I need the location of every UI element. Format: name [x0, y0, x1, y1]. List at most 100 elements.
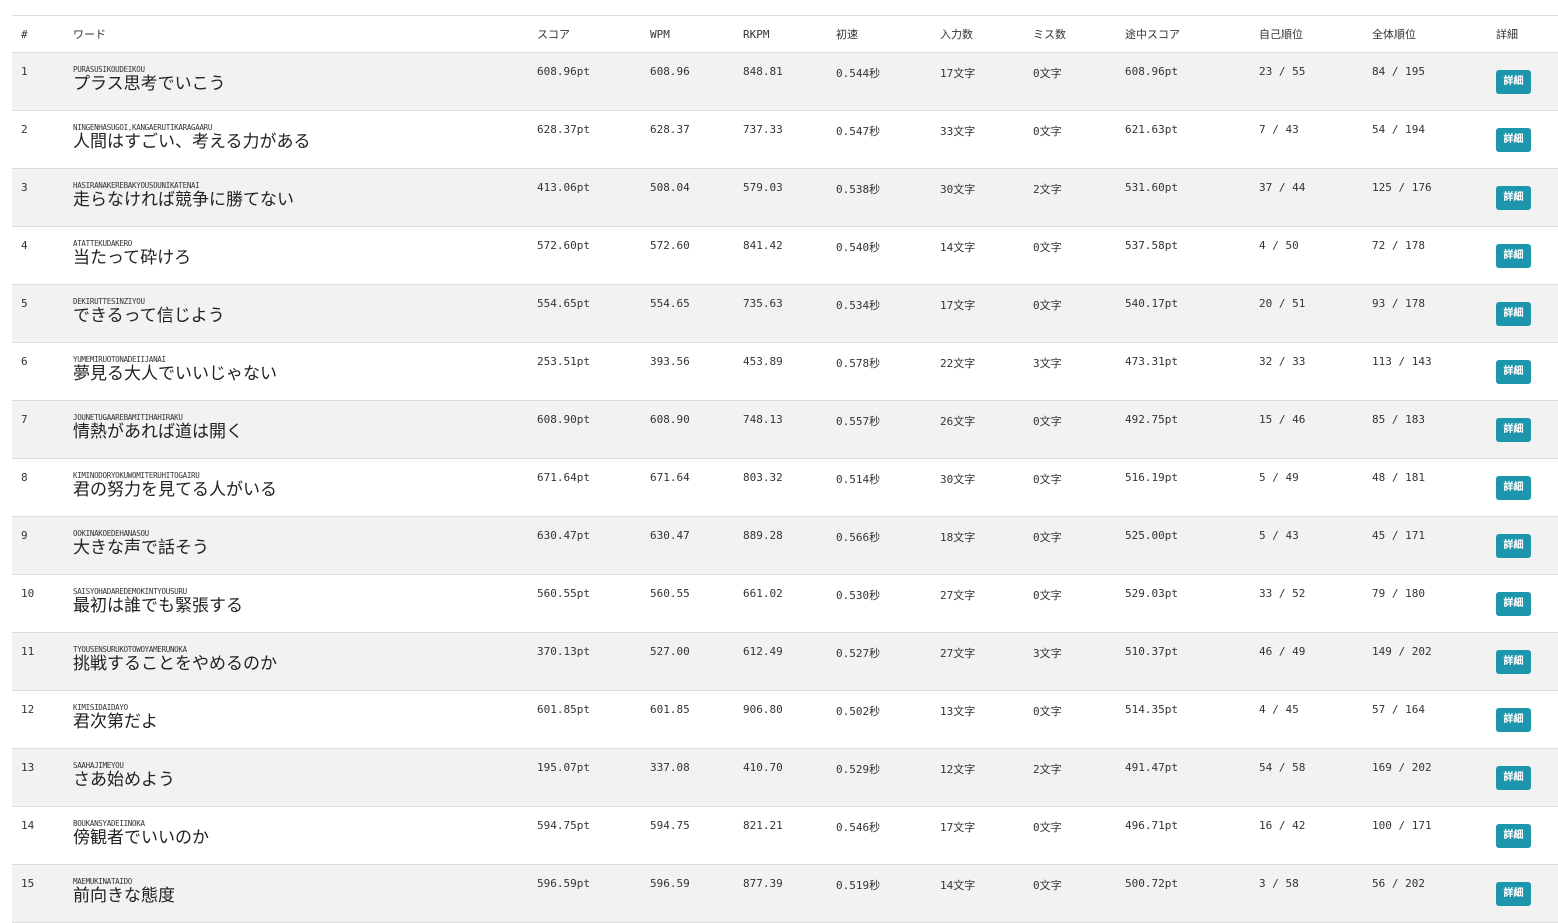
score-cell: 554.65pt	[528, 284, 641, 343]
miss-count-cell: 0文字	[1024, 864, 1116, 923]
detail-cell: 詳細	[1487, 806, 1558, 865]
table-row: 5 DEKIRUTTESINZIYOU できるって信じよう 554.65pt 554.6…	[12, 284, 1558, 343]
input-count-cell: 17文字	[931, 284, 1024, 343]
miss-count-cell: 0文字	[1024, 458, 1116, 517]
self-rank-cell: 16 / 42	[1250, 806, 1363, 865]
table-row: 11 TYOUSENSURUKOTOWOYAMERUNOKA 挑戦することをやめるの…	[12, 632, 1558, 691]
detail-button[interactable]: 詳細	[1496, 533, 1531, 558]
word-text: 人間はすごい、考える力がある	[73, 132, 311, 152]
detail-button[interactable]: 詳細	[1496, 185, 1531, 210]
row-number: 3	[12, 168, 64, 227]
word-text: 大きな声で話そう	[73, 538, 209, 558]
wpm-cell: 508.04	[641, 168, 734, 227]
detail-cell: 詳細	[1487, 342, 1558, 401]
row-number: 7	[12, 400, 64, 459]
rkpm-cell: 848.81	[734, 52, 827, 111]
overall-rank-cell: 56 / 202	[1363, 864, 1487, 923]
score-cell: 195.07pt	[528, 748, 641, 807]
results-table: # ワード スコア WPM RKPM 初速 入力数 ミス数 途中スコア 自己順位…	[12, 16, 1558, 923]
score-cell: 413.06pt	[528, 168, 641, 227]
col-header-wpm: WPM	[641, 16, 734, 53]
col-header-rkpm: RKPM	[734, 16, 827, 53]
mid-score-cell: 516.19pt	[1116, 458, 1250, 517]
input-count-cell: 27文字	[931, 574, 1024, 633]
detail-cell: 詳細	[1487, 226, 1558, 285]
mid-score-cell: 514.35pt	[1116, 690, 1250, 749]
word-romaji: OOKINAKOEDEHANASOU	[73, 529, 149, 538]
initial-speed-cell: 0.540秒	[827, 226, 931, 285]
wpm-cell: 337.08	[641, 748, 734, 807]
score-cell: 596.59pt	[528, 864, 641, 923]
self-rank-cell: 20 / 51	[1250, 284, 1363, 343]
detail-button[interactable]: 詳細	[1496, 823, 1531, 848]
initial-speed-cell: 0.546秒	[827, 806, 931, 865]
word-text: できるって信じよう	[73, 306, 225, 326]
detail-cell: 詳細	[1487, 574, 1558, 633]
word-cell: PURASUSIKOUDEIKOU プラス思考でいこう	[64, 52, 528, 111]
detail-button[interactable]: 詳細	[1496, 649, 1531, 674]
detail-button[interactable]: 詳細	[1496, 127, 1531, 152]
word-romaji: BOUKANSYADEIINOKA	[73, 819, 145, 828]
row-number: 14	[12, 806, 64, 865]
detail-button[interactable]: 詳細	[1496, 475, 1531, 500]
col-header-word: ワード	[64, 16, 528, 53]
detail-cell: 詳細	[1487, 400, 1558, 459]
detail-button[interactable]: 詳細	[1496, 765, 1531, 790]
detail-button[interactable]: 詳細	[1496, 301, 1531, 326]
word-cell: TYOUSENSURUKOTOWOYAMERUNOKA 挑戦することをやめるのか	[64, 632, 528, 691]
word-cell: HASIRANAKEREBAKYOUSOUNIKATENAI 走らなければ競争に勝…	[64, 168, 528, 227]
mid-score-cell: 529.03pt	[1116, 574, 1250, 633]
word-romaji: KIMISIDAIDAYO	[73, 703, 128, 712]
miss-count-cell: 0文字	[1024, 690, 1116, 749]
detail-button[interactable]: 詳細	[1496, 359, 1531, 384]
word-romaji: HASIRANAKEREBAKYOUSOUNIKATENAI	[73, 181, 200, 190]
wpm-cell: 628.37	[641, 110, 734, 169]
input-count-cell: 27文字	[931, 632, 1024, 691]
self-rank-cell: 46 / 49	[1250, 632, 1363, 691]
detail-button[interactable]: 詳細	[1496, 243, 1531, 268]
row-number: 6	[12, 342, 64, 401]
initial-speed-cell: 0.519秒	[827, 864, 931, 923]
word-cell: NINGENHASUGOI,KANGAERUTIKARAGAARU 人間はすごい、…	[64, 110, 528, 169]
word-text: 夢見る大人でいいじゃない	[73, 364, 277, 384]
word-cell: SAISYOHADAREDEMOKINTYOUSURU 最初は誰でも緊張する	[64, 574, 528, 633]
self-rank-cell: 37 / 44	[1250, 168, 1363, 227]
word-text: 情熱があれば道は開く	[73, 422, 243, 442]
input-count-cell: 17文字	[931, 52, 1024, 111]
word-romaji: PURASUSIKOUDEIKOU	[73, 65, 145, 74]
overall-rank-cell: 48 / 181	[1363, 458, 1487, 517]
detail-button[interactable]: 詳細	[1496, 707, 1531, 732]
self-rank-cell: 32 / 33	[1250, 342, 1363, 401]
score-cell: 370.13pt	[528, 632, 641, 691]
detail-button[interactable]: 詳細	[1496, 591, 1531, 616]
word-text: プラス思考でいこう	[73, 74, 226, 94]
score-cell: 560.55pt	[528, 574, 641, 633]
rkpm-cell: 877.39	[734, 864, 827, 923]
row-number: 8	[12, 458, 64, 517]
detail-cell: 詳細	[1487, 284, 1558, 343]
initial-speed-cell: 0.566秒	[827, 516, 931, 575]
self-rank-cell: 4 / 50	[1250, 226, 1363, 285]
input-count-cell: 33文字	[931, 110, 1024, 169]
detail-cell: 詳細	[1487, 748, 1558, 807]
input-count-cell: 14文字	[931, 226, 1024, 285]
detail-button[interactable]: 詳細	[1496, 417, 1531, 442]
col-header-miss-count: ミス数	[1024, 16, 1116, 53]
wpm-cell: 554.65	[641, 284, 734, 343]
rkpm-cell: 612.49	[734, 632, 827, 691]
row-number: 1	[12, 52, 64, 111]
input-count-cell: 22文字	[931, 342, 1024, 401]
detail-cell: 詳細	[1487, 632, 1558, 691]
score-cell: 608.90pt	[528, 400, 641, 459]
row-number: 9	[12, 516, 64, 575]
detail-cell: 詳細	[1487, 864, 1558, 923]
detail-button[interactable]: 詳細	[1496, 881, 1531, 906]
overall-rank-cell: 85 / 183	[1363, 400, 1487, 459]
self-rank-cell: 5 / 49	[1250, 458, 1363, 517]
overall-rank-cell: 100 / 171	[1363, 806, 1487, 865]
initial-speed-cell: 0.529秒	[827, 748, 931, 807]
wpm-cell: 594.75	[641, 806, 734, 865]
mid-score-cell: 525.00pt	[1116, 516, 1250, 575]
wpm-cell: 596.59	[641, 864, 734, 923]
detail-button[interactable]: 詳細	[1496, 69, 1531, 94]
